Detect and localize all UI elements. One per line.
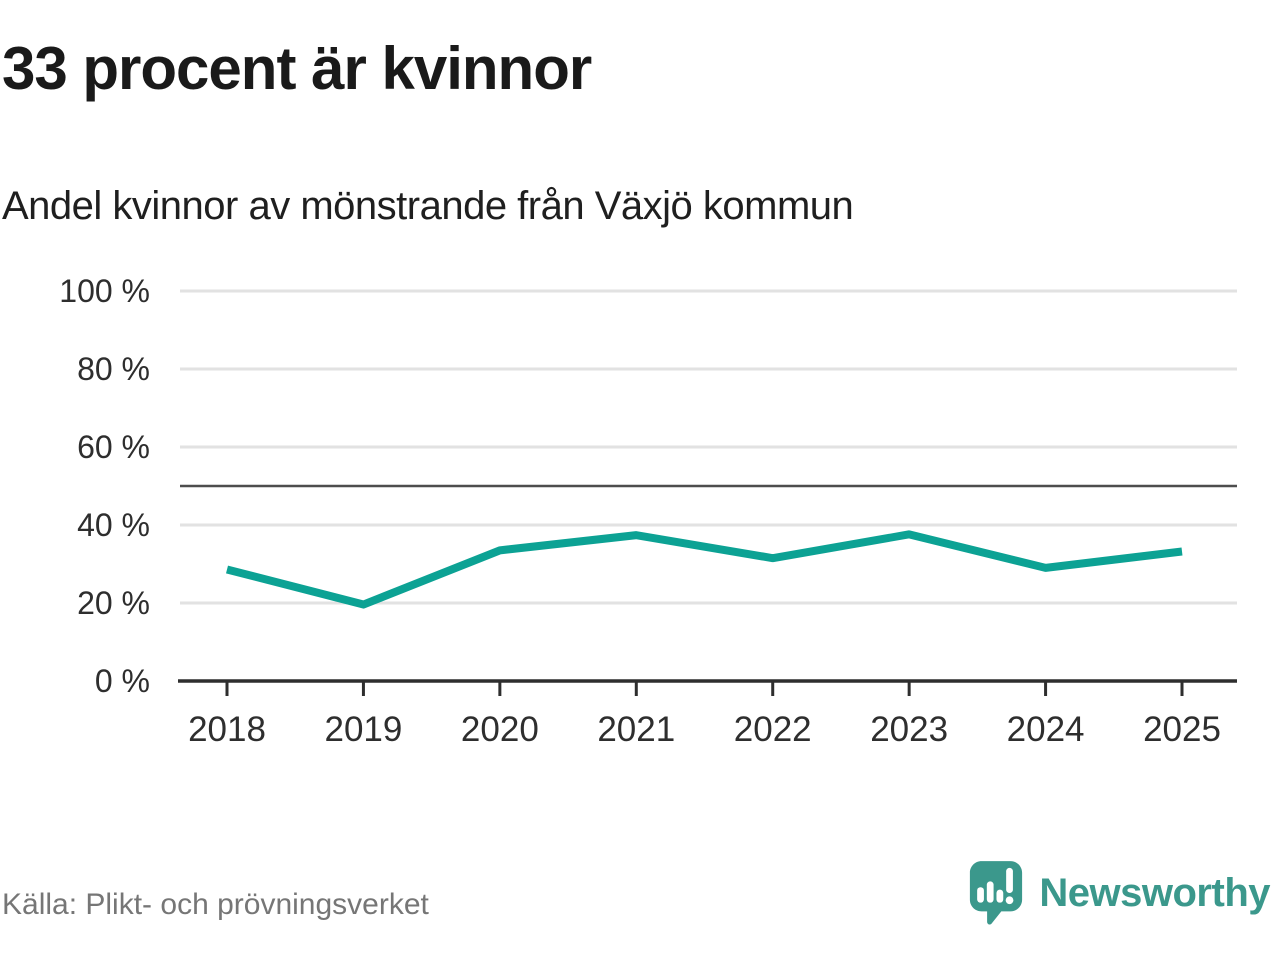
y-tick-label-0: 0 % xyxy=(95,663,150,699)
x-tick-label-2025: 2025 xyxy=(1143,710,1221,749)
x-tick-label-2018: 2018 xyxy=(188,710,266,749)
x-tick-label-2021: 2021 xyxy=(597,710,675,749)
line-chart: 0 % 20 % 40 % 60 % 80 % 100 % 2018 2019 2020 2021… xyxy=(59,273,1237,749)
logo-exclamation-bar xyxy=(1006,867,1014,893)
y-tick-label-60: 60 % xyxy=(77,429,150,465)
x-tick-label-2022: 2022 xyxy=(734,710,812,749)
y-tick-label-80: 80 % xyxy=(77,351,150,387)
newsworthy-wordmark: Newsworthy xyxy=(1039,870,1270,915)
newsworthy-logo-icon xyxy=(970,861,1023,925)
data-line-0 xyxy=(226,530,1183,609)
source-note: Källa: Plikt- och prövningsverket xyxy=(2,888,429,921)
newsworthy-logo: Newsworthy xyxy=(967,858,1270,928)
y-tick-label-40: 40 % xyxy=(77,507,150,543)
x-tick-label-2023: 2023 xyxy=(870,710,948,749)
logo-exclamation-dot xyxy=(1006,896,1014,905)
logo-bar-2 xyxy=(987,881,994,903)
x-tick-label-2020: 2020 xyxy=(461,710,539,749)
y-tick-label-20: 20 % xyxy=(77,585,150,621)
logo-bar-3 xyxy=(996,889,1004,903)
x-tick-label-2019: 2019 xyxy=(324,710,402,749)
page-title: 33 procent är kvinnor xyxy=(2,35,592,102)
y-tick-label-100: 100 % xyxy=(59,273,150,309)
x-tick-label-2024: 2024 xyxy=(1007,710,1085,749)
logo-bar-1 xyxy=(977,887,985,903)
chart-subtitle: Andel kvinnor av mönstrande från Växjö k… xyxy=(2,184,854,228)
